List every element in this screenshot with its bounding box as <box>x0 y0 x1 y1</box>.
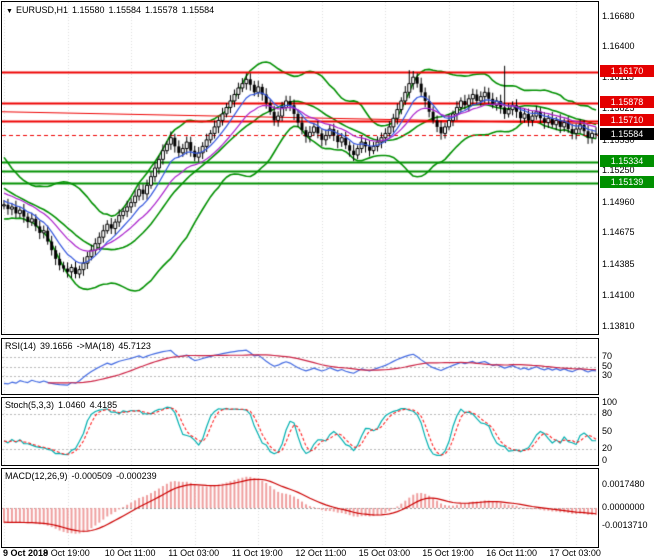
time-label: 12 Oct 11:00 <box>295 548 347 558</box>
price-tag: 1.15139 <box>600 176 654 189</box>
macd-axis-label: -0.0013710 <box>602 519 648 530</box>
price-tag: 1.16170 <box>600 64 654 77</box>
price-axis-label: 1.15250 <box>602 165 635 176</box>
time-label: 9 Oct 2018 <box>3 548 49 558</box>
price-axis-label: 1.14385 <box>602 258 635 269</box>
stoch-axis-label: 20 <box>602 443 613 454</box>
price-axis-label: 1.16680 <box>602 10 635 21</box>
symbol-dropdown-icon[interactable]: ▼ <box>6 8 13 15</box>
stoch-axis-label: 100 <box>602 397 618 407</box>
macd-canvas[interactable] <box>2 469 598 547</box>
time-axis[interactable]: 9 Oct 2018 9 Oct 19:00 10 Oct 11:00 11 Oct … <box>1 548 659 560</box>
rsi-axis-label: 50 <box>602 360 613 371</box>
stoch-axis[interactable]: 100 80 50 20 0 <box>600 397 659 466</box>
macd-axis-label: 0.0000000 <box>602 502 645 512</box>
ohlc-low: 1.15578 <box>145 5 178 15</box>
price-tag: 1.15710 <box>600 114 654 127</box>
price-tag: 1.15334 <box>600 155 654 168</box>
symbol-timeframe-label: EURUSD,H1 <box>15 5 68 15</box>
macd-axis-label: 0.0017480 <box>602 479 645 490</box>
rsi-name: RSI(14) <box>5 341 37 351</box>
ohlc-open: 1.15580 <box>71 5 105 15</box>
price-tag: 1.15584 <box>600 128 654 141</box>
price-axis-label: 1.16400 <box>602 40 635 51</box>
macd-pane: MACD(12,26,9) -0.000509 -0.000239 <box>1 468 599 548</box>
time-label: 11 Oct 03:00 <box>168 548 220 558</box>
rsi-canvas[interactable] <box>2 339 598 394</box>
chart-title: ▼ EURUSD,H1 1.15580 1.15584 1.15578 1.15584 <box>6 5 218 15</box>
time-label: 15 Oct 19:00 <box>422 548 474 558</box>
rsi-ma-name: ->MA(18) <box>76 341 115 351</box>
macd-signal-value: -0.000239 <box>116 471 157 481</box>
macd-axis[interactable]: 0.0017480 0.0000000 -0.0013710 <box>600 468 659 548</box>
stoch-value: 1.0460 <box>58 400 86 410</box>
time-label: 9 Oct 19:00 <box>43 548 90 558</box>
macd-value: -0.000509 <box>71 471 113 481</box>
rsi-axis-label: 30 <box>602 369 613 380</box>
price-tag: 1.15878 <box>600 96 654 109</box>
time-label: 16 Oct 11:00 <box>486 548 537 558</box>
time-label: 17 Oct 03:00 <box>549 548 601 558</box>
price-axis-label: 1.14960 <box>602 196 635 207</box>
rsi-label: RSI(14) 39.1656 ->MA(18) 45.7123 <box>5 341 155 351</box>
time-label: 11 Oct 19:00 <box>231 548 283 558</box>
price-axis-label: 1.14675 <box>602 227 635 238</box>
ohlc-close: 1.15584 <box>181 5 215 15</box>
rsi-pane: RSI(14) 39.1656 ->MA(18) 45.7123 <box>1 338 599 395</box>
stoch-name: Stoch(5,3,3) <box>5 400 55 410</box>
stoch-pane: Stoch(5,3,3) 1.0460 4.4185 <box>1 397 599 466</box>
rsi-axis-label: 70 <box>602 351 613 362</box>
price-axis-label: 1.13810 <box>602 320 635 331</box>
price-axis[interactable]: 1.166801.164001.161151.158251.155301.152… <box>600 1 659 335</box>
stoch-axis-label: 50 <box>602 425 613 436</box>
rsi-ma-value: 45.7123 <box>118 341 151 351</box>
time-label: 10 Oct 11:00 <box>104 548 156 558</box>
macd-label: MACD(12,26,9) -0.000509 -0.000239 <box>5 471 161 481</box>
rsi-axis[interactable]: 70 50 30 <box>600 338 659 395</box>
main-chart-pane: ▼ EURUSD,H1 1.15580 1.15584 1.15578 1.15584 <box>1 1 599 335</box>
stoch-axis-label: 80 <box>602 407 613 418</box>
stoch-label: Stoch(5,3,3) 1.0460 4.4185 <box>5 400 121 410</box>
stoch-canvas[interactable] <box>2 398 598 465</box>
stoch-axis-label: 0 <box>602 455 608 465</box>
stoch-signal-value: 4.4185 <box>89 400 118 410</box>
price-axis-label: 1.14100 <box>602 289 635 300</box>
time-label: 15 Oct 03:00 <box>358 548 411 558</box>
ohlc-high: 1.15584 <box>108 5 142 15</box>
rsi-value: 39.1656 <box>40 341 73 351</box>
main-chart-canvas[interactable] <box>2 2 598 334</box>
macd-name: MACD(12,26,9) <box>5 471 68 481</box>
